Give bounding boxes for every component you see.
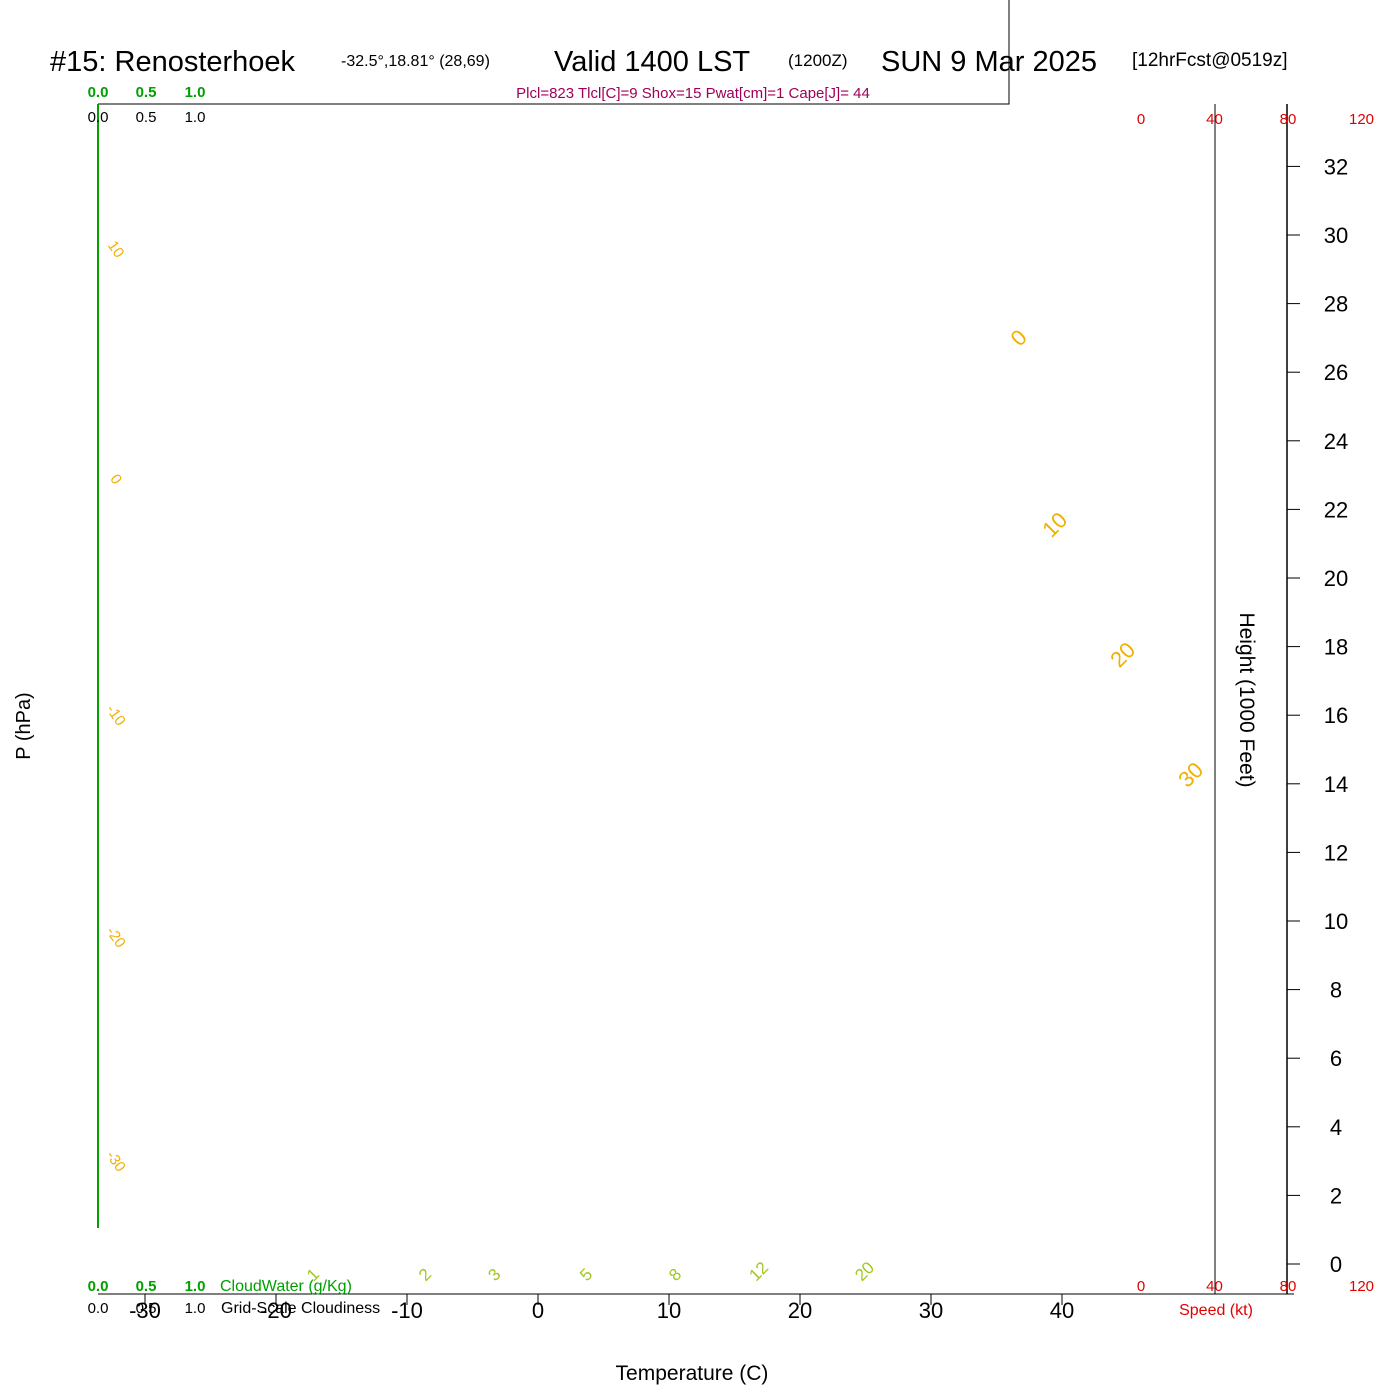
mixing-ratio-label: 5 bbox=[576, 1265, 596, 1285]
station-coords: -32.5°,18.81° (28,69) bbox=[341, 53, 490, 70]
x-tick-label: 30 bbox=[919, 1298, 943, 1323]
height-tick-label: 30 bbox=[1324, 223, 1348, 248]
height-tick-label: 18 bbox=[1324, 635, 1348, 660]
valid-time: Valid 1400 LST bbox=[554, 46, 750, 78]
cloud-scale-tick: 0.5 bbox=[136, 109, 157, 126]
mixing-ratio-label: 20 bbox=[851, 1258, 878, 1285]
height-tick-label: 20 bbox=[1324, 566, 1348, 591]
dry-adiabat-label: 10 bbox=[1037, 507, 1072, 542]
speed-tick-bottom: 120 bbox=[1349, 1278, 1374, 1295]
height-tick-label: 8 bbox=[1330, 978, 1342, 1003]
speed-tick-top: 80 bbox=[1280, 111, 1297, 128]
x-axis-title: Temperature (C) bbox=[616, 1362, 769, 1385]
height-tick-label: 4 bbox=[1330, 1115, 1342, 1140]
speed-axis-label: Speed (kt) bbox=[1179, 1302, 1253, 1319]
x-tick-label: 10 bbox=[657, 1298, 681, 1323]
mixing-ratio-label: 2 bbox=[415, 1265, 435, 1285]
height-tick-label: 2 bbox=[1330, 1183, 1342, 1208]
valid-date: SUN 9 Mar 2025 bbox=[881, 46, 1097, 78]
height-tick-label: 22 bbox=[1324, 497, 1348, 522]
forecast-info: [12hrFcst@0519z] bbox=[1132, 50, 1288, 71]
height-tick-label: 6 bbox=[1330, 1046, 1342, 1071]
speed-tick-bottom: 40 bbox=[1206, 1278, 1223, 1295]
cloud-scale-tick: 0.5 bbox=[136, 1278, 157, 1295]
cloud-scale-tick: 0.0 bbox=[88, 109, 109, 126]
height-tick-label: 0 bbox=[1330, 1252, 1342, 1277]
mixing-ratio-label: 12 bbox=[745, 1258, 772, 1285]
x-tick-label: 20 bbox=[788, 1298, 812, 1323]
dry-adiabat-label: 0 bbox=[106, 471, 125, 488]
cloud-scale-tick: 1.0 bbox=[185, 109, 206, 126]
speed-tick-top: 40 bbox=[1206, 111, 1223, 128]
speed-tick-bottom: 80 bbox=[1280, 1278, 1297, 1295]
cloud-scale-tick: 1.0 bbox=[185, 84, 206, 101]
x-tick-label: -10 bbox=[391, 1298, 423, 1323]
cloud-scale-tick: 0.0 bbox=[88, 1278, 109, 1295]
cloudiness-label: Grid-Scale Cloudiness bbox=[221, 1300, 380, 1317]
x-tick-label: -30 bbox=[129, 1298, 161, 1323]
cloud-scale-tick: 0.5 bbox=[136, 1300, 157, 1317]
cloud-scale-tick: 0.0 bbox=[88, 84, 109, 101]
dry-adiabat-label: 30 bbox=[1173, 757, 1208, 792]
height-axis-title: Height (1000 Feet) bbox=[1235, 612, 1258, 787]
speed-tick-top: 120 bbox=[1349, 111, 1374, 128]
dry-adiabat-label: 10 bbox=[104, 238, 127, 261]
plot-frame bbox=[98, 0, 1010, 105]
cloud-water-label: CloudWater (g/Kg) bbox=[220, 1278, 352, 1295]
speed-tick-top: 0 bbox=[1137, 111, 1145, 128]
height-tick-label: 32 bbox=[1324, 154, 1348, 179]
cloud-scale-tick: 0.5 bbox=[136, 84, 157, 101]
x-tick-label: 0 bbox=[532, 1298, 544, 1323]
cloud-scale-tick: 1.0 bbox=[185, 1278, 206, 1295]
dry-adiabat-label: -10 bbox=[103, 702, 129, 730]
height-tick-label: 14 bbox=[1324, 772, 1348, 797]
height-tick-label: 12 bbox=[1324, 840, 1348, 865]
station-title: #15: Renosterhoek bbox=[50, 46, 296, 78]
x-tick-label: -20 bbox=[260, 1298, 292, 1323]
utc-time: (1200Z) bbox=[788, 51, 848, 70]
mixing-ratio-label: 3 bbox=[484, 1265, 504, 1285]
height-tick-label: 26 bbox=[1324, 360, 1348, 385]
cloud-scale-tick: 0.0 bbox=[88, 1300, 109, 1317]
stability-indices: Plcl=823 Tlcl[C]=9 Shox=15 Pwat[cm]=1 Ca… bbox=[516, 85, 870, 102]
dry-adiabat-label: 20 bbox=[1105, 637, 1140, 672]
mixing-ratio-label: 8 bbox=[665, 1265, 685, 1285]
y-axis-title: P (hPa) bbox=[13, 692, 35, 759]
cloud-scale-tick: 1.0 bbox=[185, 1300, 206, 1317]
height-tick-label: 10 bbox=[1324, 909, 1348, 934]
height-tick-label: 24 bbox=[1324, 429, 1348, 454]
height-tick-label: 16 bbox=[1324, 703, 1348, 728]
axes: -30-20-100102030402503004005007008501000… bbox=[88, 0, 1374, 1323]
speed-tick-bottom: 0 bbox=[1137, 1278, 1145, 1295]
dry-adiabat-label: -20 bbox=[103, 924, 129, 952]
dry-adiabat-label: -30 bbox=[103, 1148, 129, 1176]
x-tick-label: 40 bbox=[1050, 1298, 1074, 1323]
height-tick-label: 28 bbox=[1324, 292, 1348, 317]
dry-adiabat-label: 0 bbox=[1006, 325, 1032, 351]
